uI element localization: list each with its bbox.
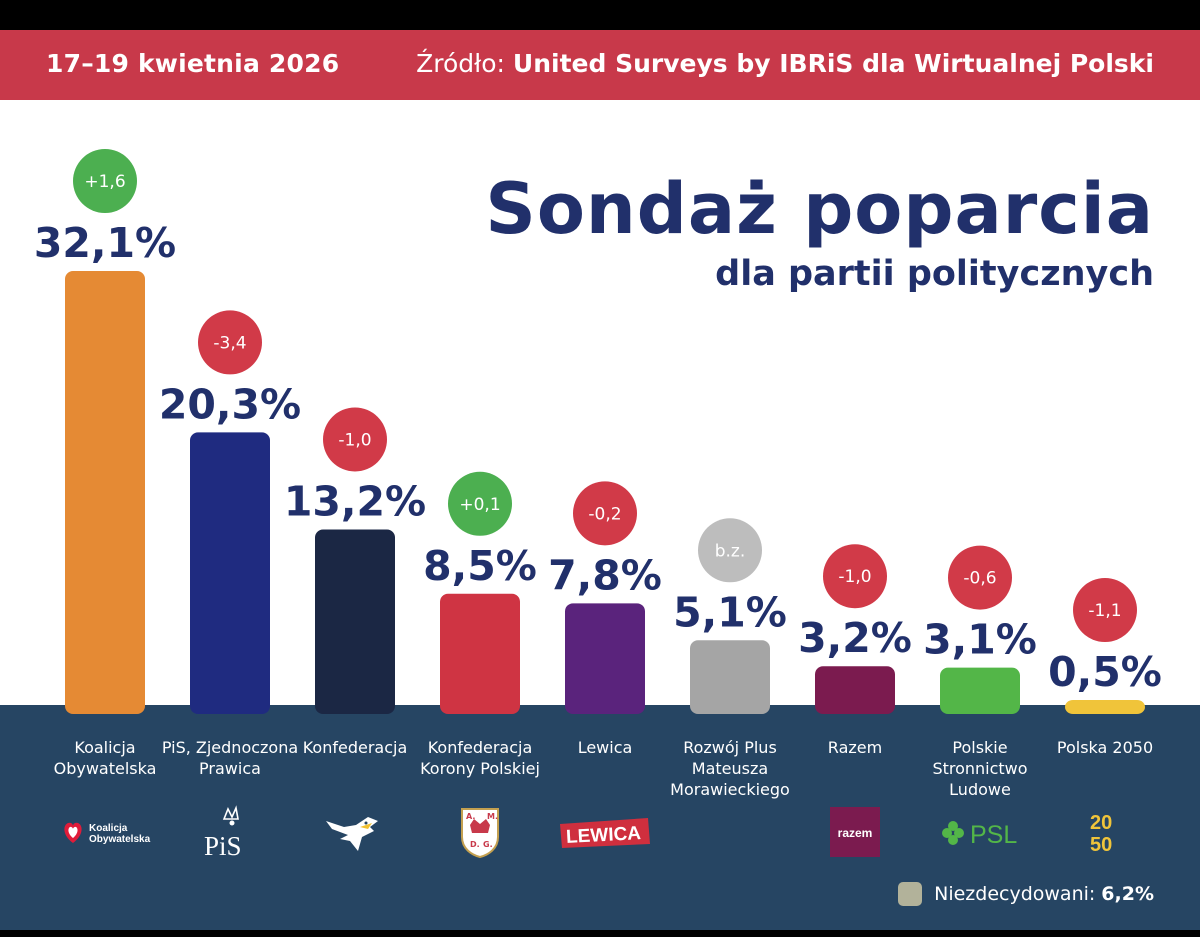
category-label: Konfederacja	[428, 738, 533, 757]
chart-title: Sondaż poparcia	[485, 168, 1154, 250]
category-label: Stronnictwo	[932, 759, 1027, 778]
category-label: Konfederacja	[303, 738, 408, 757]
svg-text:D.: D.	[470, 840, 480, 849]
bar	[1065, 700, 1145, 714]
bar	[815, 666, 895, 714]
category-label: Razem	[828, 738, 882, 757]
change-badge-label: +0,1	[459, 495, 500, 515]
bar	[440, 593, 520, 714]
bar	[690, 640, 770, 714]
lewica-logo-icon: LEWICA	[558, 814, 652, 852]
bar	[190, 432, 270, 714]
category-label: PiS, Zjednoczona	[162, 738, 298, 757]
change-badge	[198, 310, 262, 375]
category-label: Obywatelska	[54, 759, 157, 778]
bar	[565, 603, 645, 714]
bar	[65, 271, 145, 714]
change-badge	[948, 545, 1012, 610]
change-badge-label: -0,6	[963, 569, 996, 589]
change-badge	[73, 149, 137, 213]
bar-value-label: 3,2%	[798, 614, 912, 662]
bar-value-label: 5,1%	[673, 588, 787, 636]
labels-panel	[0, 705, 1200, 930]
bar-value-label: 20,3%	[159, 380, 301, 428]
category-label: Polskie	[952, 738, 1007, 757]
bar-value-label: 32,1%	[34, 219, 176, 267]
source-name: United Surveys by IBRiS dla Wirtualnej P…	[512, 49, 1154, 78]
header-bar: 17–19 kwietnia 2026 Źródło: United Surve…	[0, 30, 1200, 100]
svg-text:PiS: PiS	[204, 831, 242, 861]
svg-text:Koalicja: Koalicja	[89, 823, 128, 834]
undecided-legend: Niezdecydowani: 6,2%	[898, 882, 1154, 906]
chart-subtitle: dla partii politycznych	[715, 254, 1154, 294]
undecided-swatch	[898, 882, 923, 906]
svg-text:Obywatelska: Obywatelska	[89, 834, 151, 845]
change-badge	[448, 471, 512, 536]
change-badge-label: -1,1	[1088, 601, 1121, 621]
konfederacja-eagle-icon	[322, 807, 382, 855]
razem-logo-icon: razem	[830, 807, 880, 857]
svg-text:PSL: PSL	[970, 821, 1017, 849]
category-label: Prawica	[199, 759, 261, 778]
bar-value-label: 7,8%	[548, 551, 662, 599]
svg-text:20: 20	[1090, 812, 1112, 834]
change-badge-label: -3,4	[213, 333, 246, 353]
category-label: Ludowe	[949, 780, 1011, 799]
category-label: Korony Polskiej	[420, 759, 540, 778]
change-badge-label: -1,0	[838, 567, 871, 587]
change-badge	[573, 481, 637, 546]
category-label: Koalicja	[74, 738, 135, 757]
undecided-value: 6,2%	[1101, 883, 1154, 905]
svg-text:50: 50	[1090, 834, 1112, 856]
bar-value-label: 0,5%	[1048, 648, 1162, 696]
category-label: Lewica	[578, 738, 633, 757]
source-prefix: Źródło:	[416, 49, 505, 78]
svg-text:M.: M.	[487, 812, 498, 821]
change-badge-label: -0,2	[588, 504, 621, 524]
kkp-shield-icon: A. M. D. G.	[460, 807, 500, 859]
category-label: Morawieckiego	[670, 780, 790, 799]
change-badge-label: +1,6	[84, 172, 125, 192]
category-label: Mateusza	[692, 759, 768, 778]
psl-logo-icon: PSL	[940, 817, 1024, 849]
svg-text:LEWICA: LEWICA	[566, 823, 642, 848]
bar	[315, 529, 395, 714]
ko-logo-icon: Koalicja Obywatelska	[60, 816, 156, 848]
bar-value-label: 3,1%	[923, 616, 1037, 664]
bar-value-label: 13,2%	[284, 477, 426, 525]
svg-text:A.: A.	[466, 812, 475, 821]
change-badge-label: b.z.	[715, 541, 746, 561]
pis-logo-icon: PiS	[198, 805, 262, 861]
bar-value-label: 8,5%	[423, 542, 537, 590]
infographic: 17–19 kwietnia 2026 Źródło: United Surve…	[0, 30, 1200, 930]
bar-chart: 32,1% +1,6 Koalicja Obywatelska 20,3% -3,4 PiS…	[34, 149, 1162, 799]
change-badge	[1073, 578, 1137, 642]
svg-text:G.: G.	[483, 840, 493, 849]
change-badge-label: -1,0	[338, 430, 371, 450]
bar	[940, 667, 1020, 714]
change-badge	[823, 544, 887, 609]
svg-text:razem: razem	[838, 826, 873, 840]
polska2050-logo-icon: 20 50	[1088, 807, 1122, 857]
change-badge	[323, 407, 387, 472]
undecided-label: Niezdecydowani:	[934, 883, 1096, 905]
survey-date: 17–19 kwietnia 2026	[46, 49, 340, 78]
change-badge	[698, 518, 762, 583]
category-label: Rozwój Plus	[683, 738, 777, 757]
source-line: Źródło: United Surveys by IBRiS dla Wirt…	[416, 49, 1154, 78]
category-label: Polska 2050	[1057, 738, 1153, 757]
